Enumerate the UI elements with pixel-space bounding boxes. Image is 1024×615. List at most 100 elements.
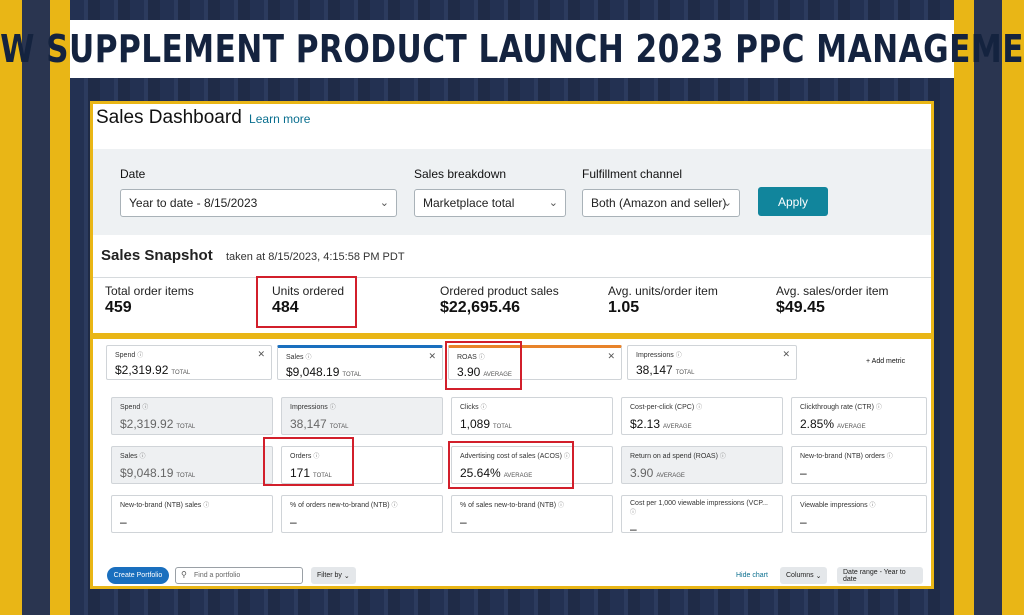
- info-icon: ⓘ: [719, 454, 726, 460]
- apply-button[interactable]: Apply: [758, 187, 828, 216]
- card-value: 1,089: [460, 417, 491, 431]
- metric-units-ordered: Units ordered 484: [272, 284, 344, 317]
- filter-by-label: Filter by: [317, 572, 342, 579]
- card-value: $9,048.19: [120, 466, 174, 480]
- info-icon: ⓘ: [480, 405, 487, 411]
- hide-chart-link[interactable]: Hide chart: [736, 572, 768, 579]
- background-stripe-right: [954, 0, 1024, 615]
- card-suffix: AVERAGE: [656, 473, 685, 479]
- card-suffix: TOTAL: [176, 424, 196, 430]
- info-icon: ⓘ: [630, 510, 637, 516]
- highlight-box-orders: [263, 437, 354, 486]
- metric-card[interactable]: Cost per 1,000 viewable impressions (VCP…: [621, 495, 783, 536]
- card-suffix: TOTAL: [493, 424, 512, 430]
- banner-title: NEW SUPPLEMENT PRODUCT LAUNCH 2023 PPC M…: [0, 27, 1024, 71]
- fulfillment-channel-label: Fulfillment channel: [582, 167, 683, 181]
- card-value: 2.85%: [800, 417, 835, 431]
- card-value: $9,048.19: [286, 365, 340, 379]
- metric-card[interactable]: Clicks ⓘ 1,089 TOTAL: [451, 397, 613, 435]
- metric-label: Units ordered: [272, 284, 345, 298]
- card-value: 38,147: [636, 363, 673, 377]
- metric-card[interactable]: Cost-per-click (CPC) ⓘ $2.13 AVERAGE: [621, 397, 783, 435]
- close-icon[interactable]: ✕: [428, 351, 436, 361]
- close-icon[interactable]: ✕: [782, 349, 790, 359]
- card-value: 38,147: [290, 417, 327, 431]
- date-select[interactable]: Year to date - 8/15/2023 ⌄: [120, 189, 397, 217]
- close-icon[interactable]: ✕: [607, 351, 615, 361]
- info-icon: ⓘ: [869, 503, 876, 509]
- chevron-down-icon: ⌄: [379, 197, 389, 209]
- metric-label: Ordered product sales: [440, 284, 559, 298]
- metric-card[interactable]: Clickthrough rate (CTR) ⓘ 2.85% AVERAGE: [791, 397, 927, 435]
- fulfillment-channel-select[interactable]: Both (Amazon and seller) ⌄: [582, 189, 740, 217]
- title-banner: NEW SUPPLEMENT PRODUCT LAUNCH 2023 PPC M…: [0, 20, 1024, 78]
- info-icon: ⓘ: [563, 454, 570, 460]
- metric-card[interactable]: % of orders new-to-brand (NTB) ⓘ –: [281, 495, 443, 533]
- card-value: $2.13: [630, 417, 661, 431]
- chevron-down-icon: ⌄: [722, 197, 732, 209]
- card-label: Spend: [120, 404, 141, 411]
- selected-metric-card[interactable]: Impressions ⓘ 38,147 TOTAL ✕: [627, 345, 797, 380]
- metric-card[interactable]: Return on ad spend (ROAS) ⓘ 3.90 AVERAGE: [621, 446, 783, 484]
- card-suffix: TOTAL: [176, 473, 196, 479]
- metric-value: $22,695.46: [440, 299, 521, 316]
- card-value: –: [460, 515, 467, 529]
- close-icon[interactable]: ✕: [257, 349, 265, 359]
- metric-avg-units-per-order-item: Avg. units/order item 1.05: [608, 284, 718, 317]
- card-value: –: [800, 515, 807, 529]
- info-icon: ⓘ: [139, 454, 146, 460]
- card-label: Sales: [120, 453, 138, 460]
- columns-button[interactable]: Columns ⌄: [780, 567, 828, 584]
- info-icon: ⓘ: [478, 355, 485, 361]
- find-portfolio-input[interactable]: ⚲ Find a portfolio: [175, 567, 303, 584]
- info-icon: ⓘ: [875, 405, 882, 411]
- card-label: New-to-brand (NTB) orders: [800, 453, 885, 460]
- add-metric-button[interactable]: + Add metric: [866, 358, 906, 365]
- selected-metric-card[interactable]: ROAS ⓘ 3.90 AVERAGE ✕: [448, 345, 622, 380]
- card-suffix: AVERAGE: [837, 424, 866, 430]
- metric-card[interactable]: New-to-brand (NTB) orders ⓘ –: [791, 446, 927, 484]
- date-range-button[interactable]: Date range - Year to date: [837, 567, 923, 584]
- metric-card[interactable]: Sales ⓘ $9,048.19 TOTAL: [111, 446, 273, 484]
- create-portfolio-button[interactable]: Create Portfolio: [107, 567, 169, 584]
- metric-label: Avg. units/order item: [608, 284, 718, 298]
- card-label: Impressions: [290, 404, 328, 411]
- card-value: 3.90: [457, 365, 481, 379]
- filter-by-button[interactable]: Filter by ⌄: [311, 567, 356, 584]
- card-suffix: TOTAL: [342, 372, 362, 378]
- metric-card[interactable]: New-to-brand (NTB) sales ⓘ –: [111, 495, 273, 533]
- card-label: Clicks: [460, 404, 479, 411]
- metric-card[interactable]: Spend ⓘ $2,319.92 TOTAL: [111, 397, 273, 435]
- columns-label: Columns: [786, 572, 814, 579]
- sales-breakdown-select[interactable]: Marketplace total ⌄: [414, 189, 566, 217]
- metric-label: Avg. sales/order item: [776, 284, 889, 298]
- card-label: New-to-brand (NTB) sales: [120, 502, 202, 509]
- selected-metric-card[interactable]: Spend ⓘ $2,319.92 TOTAL ✕: [106, 345, 272, 380]
- selected-metric-card[interactable]: Sales ⓘ $9,048.19 TOTAL ✕: [277, 345, 443, 380]
- card-value: $2,319.92: [115, 363, 169, 377]
- metric-card[interactable]: Advertising cost of sales (ACOS) ⓘ 25.64…: [451, 446, 613, 484]
- sales-breakdown-value: Marketplace total: [423, 196, 515, 210]
- card-label: % of sales new-to-brand (NTB): [460, 502, 557, 509]
- search-icon: ⚲: [181, 570, 187, 579]
- learn-more-link[interactable]: Learn more: [249, 112, 311, 126]
- metric-card[interactable]: Orders ⓘ 171 TOTAL: [281, 446, 443, 484]
- metric-total-order-items: Total order items 459: [105, 284, 194, 317]
- card-suffix: AVERAGE: [483, 372, 512, 378]
- sales-snapshot-title: Sales Snapshot: [101, 247, 213, 264]
- card-value: $2,319.92: [120, 417, 174, 431]
- metric-ordered-product-sales: Ordered product sales $22,695.46: [440, 284, 559, 317]
- info-icon: ⓘ: [142, 405, 149, 411]
- info-icon: ⓘ: [391, 503, 398, 509]
- chevron-down-icon: ⌄: [343, 572, 350, 580]
- snapshot-timestamp: taken at 8/15/2023, 4:15:58 PM PDT: [226, 251, 405, 263]
- highlight-box-units-ordered: [256, 276, 357, 328]
- metric-card[interactable]: Impressions ⓘ 38,147 TOTAL: [281, 397, 443, 435]
- metric-card[interactable]: % of sales new-to-brand (NTB) ⓘ –: [451, 495, 613, 533]
- metric-label: Total order items: [105, 284, 194, 298]
- info-icon: ⓘ: [203, 503, 210, 509]
- card-value: –: [290, 515, 297, 529]
- metric-card[interactable]: Viewable impressions ⓘ –: [791, 495, 927, 533]
- metric-value: $49.45: [776, 299, 825, 316]
- fulfillment-channel-value: Both (Amazon and seller): [591, 196, 727, 210]
